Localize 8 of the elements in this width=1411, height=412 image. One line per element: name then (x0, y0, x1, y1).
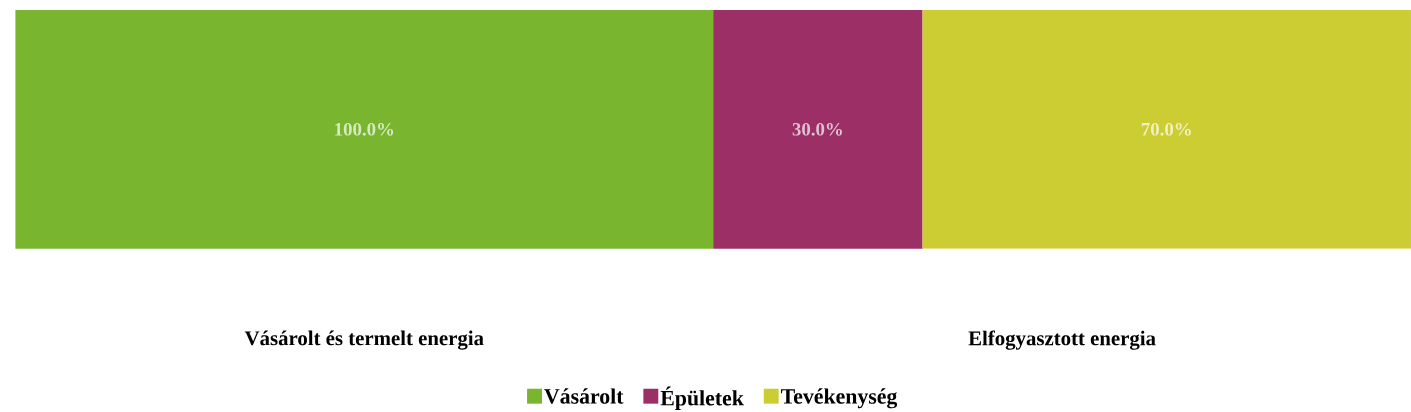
data-label: 70.0% (1141, 123, 1191, 136)
category-label: Elfogyasztott energia (968, 330, 1156, 350)
legend-label: Vásárolt (544, 388, 624, 404)
category-label: Vásárolt és termelt energia (244, 330, 484, 350)
legend-label: Tevékenység (781, 388, 898, 409)
legend-label: Épületek (660, 386, 744, 411)
data-label: 30.0% (792, 123, 842, 136)
data-label: 100.0% (335, 123, 394, 136)
